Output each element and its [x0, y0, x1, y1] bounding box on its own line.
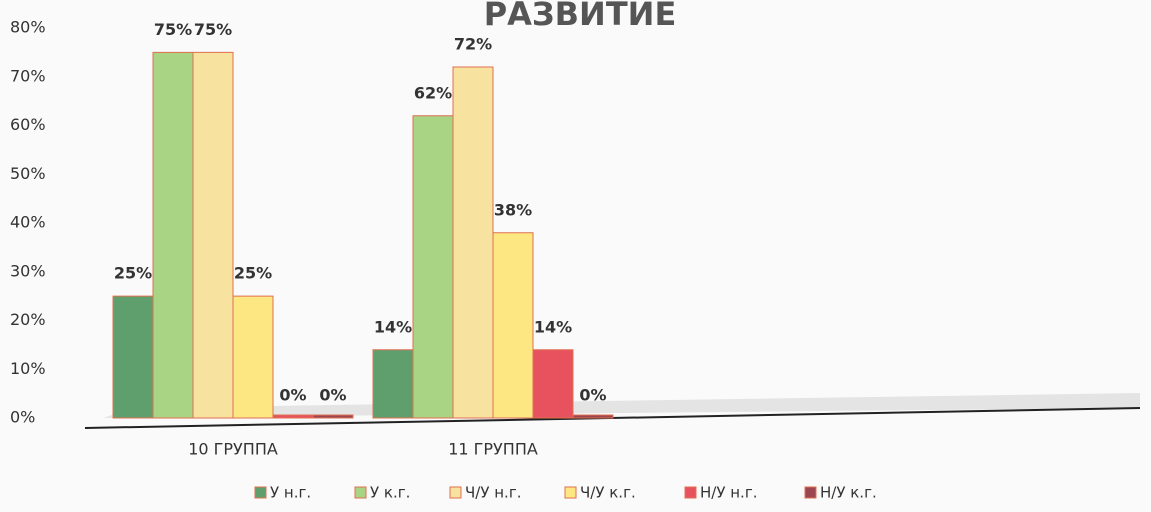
y-tick-label: 20%: [10, 310, 46, 329]
bar: [232, 295, 274, 419]
data-label: 25%: [114, 264, 152, 283]
legend-swatch: [449, 486, 462, 499]
bar: [532, 349, 574, 419]
data-label: 62%: [414, 83, 452, 102]
legend-swatch: [354, 486, 367, 499]
data-label: 25%: [234, 264, 272, 283]
bar: [452, 66, 494, 419]
bar: [492, 232, 534, 419]
y-tick-label: 80%: [10, 18, 46, 37]
legend-swatch: [564, 486, 577, 499]
legend-label: Н/У н.г.: [700, 484, 757, 502]
x-tick-label: 11 ГРУППА: [448, 440, 538, 459]
data-label: 72%: [454, 35, 492, 54]
legend-label: У к.г.: [370, 484, 410, 502]
legend-swatch: [804, 486, 817, 499]
bar: [412, 115, 454, 419]
legend-label: Ч/У к.г.: [580, 484, 636, 502]
bar: [192, 51, 234, 419]
y-tick-label: 0%: [10, 408, 35, 427]
x-tick-label: 10 ГРУППА: [188, 440, 278, 459]
bar: [312, 414, 354, 419]
data-label: 14%: [534, 317, 572, 336]
y-tick-label: 40%: [10, 213, 46, 232]
bar: [572, 414, 614, 419]
y-tick-label: 10%: [10, 359, 46, 378]
y-tick-label: 70%: [10, 66, 46, 85]
bar: [272, 414, 314, 419]
data-label: 75%: [194, 20, 232, 39]
legend-label: Ч/У н.г.: [465, 484, 521, 502]
legend-label: У н.г.: [270, 484, 311, 502]
legend-label: Н/У к.г.: [820, 484, 877, 502]
data-label: 75%: [154, 20, 192, 39]
legend-swatch: [684, 486, 697, 499]
floor: [103, 393, 1140, 418]
y-tick-label: 50%: [10, 164, 46, 183]
y-tick-label: 30%: [10, 261, 46, 280]
bar: [112, 295, 154, 419]
bar: [152, 51, 194, 419]
data-label: 0%: [319, 386, 346, 405]
data-label: 0%: [279, 386, 306, 405]
bar: [372, 349, 414, 419]
y-tick-label: 60%: [10, 115, 46, 134]
chart-title: РАЗВИТИЕ: [484, 0, 677, 33]
data-label: 38%: [494, 200, 532, 219]
data-label: 0%: [579, 386, 606, 405]
legend-swatch: [254, 486, 267, 499]
data-label: 14%: [374, 317, 412, 336]
